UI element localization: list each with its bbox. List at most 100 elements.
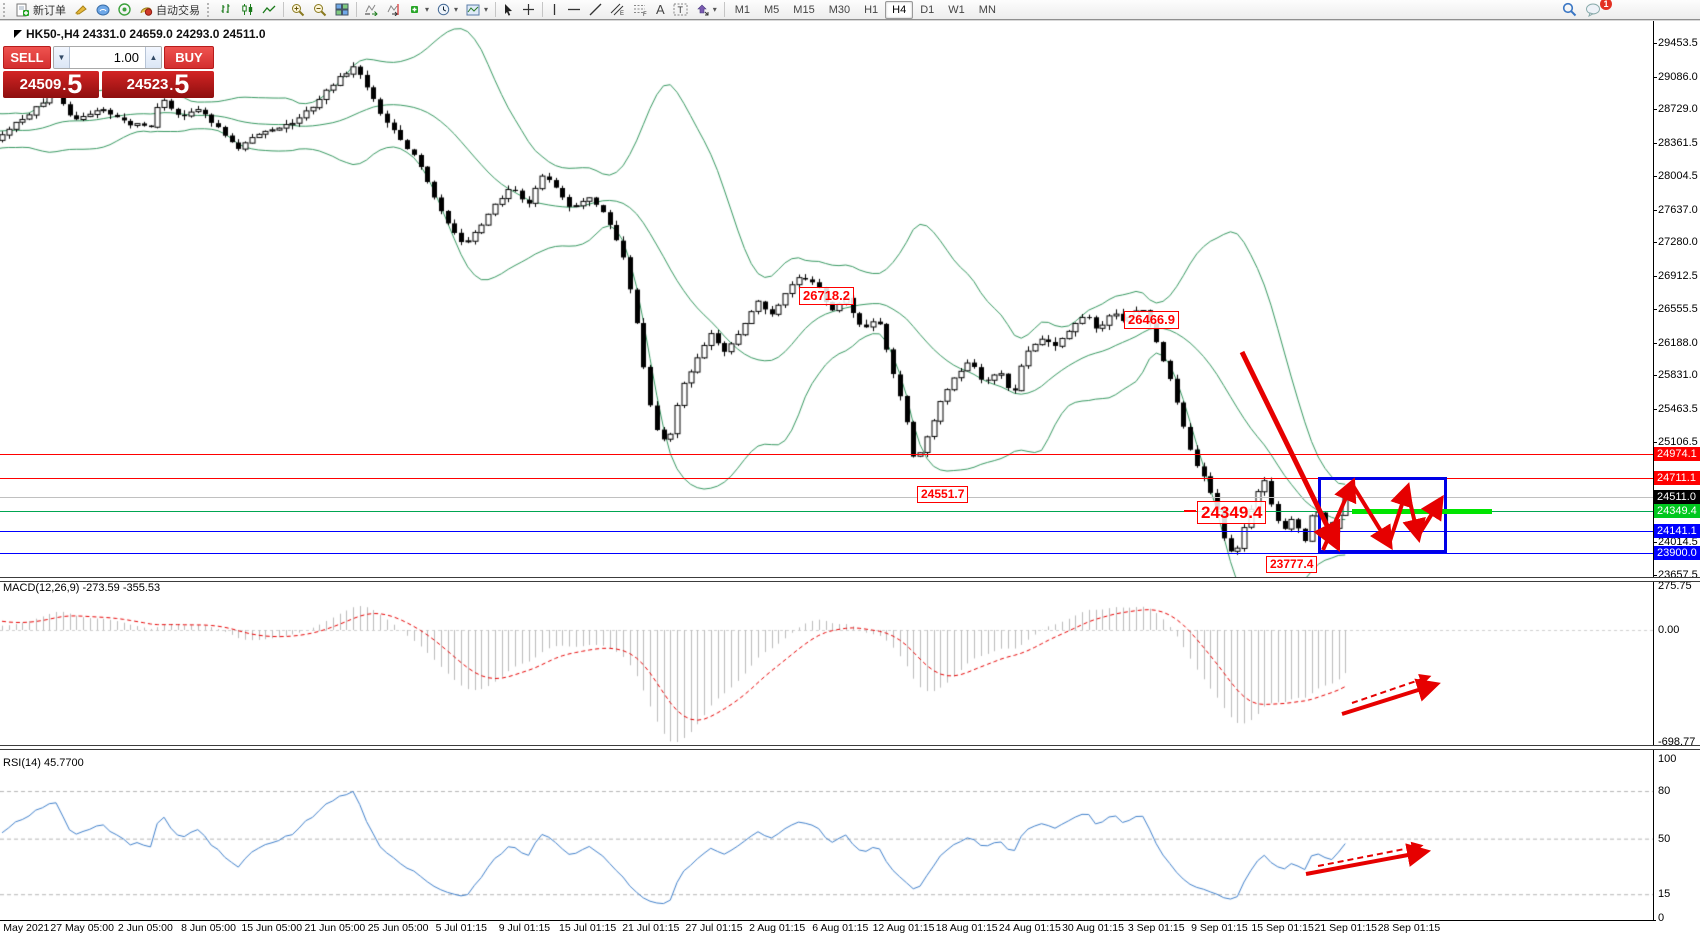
timeframe-button-M15[interactable]: M15 xyxy=(793,3,815,16)
timeframe-button-H4[interactable]: H4 xyxy=(885,0,914,19)
crosshair-icon xyxy=(523,4,535,15)
annotation-label[interactable]: 24349.4 xyxy=(1197,501,1267,525)
price-tick-label: 25831.0 xyxy=(1658,369,1698,381)
tile-windows-icon xyxy=(335,3,349,16)
volume-input[interactable]: 1.00 xyxy=(70,47,145,68)
time-axis-label: 15 Jun 05:00 xyxy=(241,922,303,934)
price-level-line[interactable] xyxy=(0,497,1653,498)
time-axis-label: 21 May 2021 xyxy=(0,922,50,934)
price-tick-label: 24014.5 xyxy=(1658,536,1698,548)
green-highlight-line[interactable] xyxy=(1352,509,1492,514)
notification-badge: 1 xyxy=(1600,0,1612,10)
zoom-out-button[interactable] xyxy=(309,2,331,18)
crosshair-tool[interactable] xyxy=(518,2,539,17)
price-tick-mark xyxy=(1653,409,1657,410)
price-tick-mark xyxy=(1653,210,1657,211)
annotation-label[interactable]: 26718.2 xyxy=(799,287,854,306)
candlestick-chart-icon xyxy=(242,4,253,15)
market-watch-icon xyxy=(96,4,110,15)
rsi-pane-separator[interactable] xyxy=(0,745,1700,750)
toolbar-separator xyxy=(542,2,544,17)
timeframe-button-M5[interactable]: M5 xyxy=(764,3,780,16)
price-level-badge: 24974.1 xyxy=(1654,447,1700,461)
price-level-line[interactable] xyxy=(0,454,1653,455)
chat-bubble-icon xyxy=(1586,3,1600,17)
price-tick-label: 29086.0 xyxy=(1658,71,1698,83)
signals-button[interactable] xyxy=(114,2,135,17)
macd-tick-label: 275.75 xyxy=(1658,579,1692,592)
price-tick-label: 28729.0 xyxy=(1658,103,1698,115)
vertical-line-tool[interactable] xyxy=(546,2,563,17)
time-axis-label: 24 Aug 01:15 xyxy=(998,922,1061,934)
templates-button[interactable]: ▾ xyxy=(462,3,492,17)
autotrading-button[interactable]: 自动交易 xyxy=(135,1,204,19)
chart-shift-button[interactable] xyxy=(382,2,404,17)
sell-price-main: 24509 xyxy=(19,76,62,93)
price-tick-mark xyxy=(1653,242,1657,243)
timeframe-button-M1[interactable]: M1 xyxy=(734,3,751,16)
equidistant-channel-tool[interactable]: E xyxy=(606,2,629,17)
timeframe-button-M30[interactable]: M30 xyxy=(828,3,851,16)
cursor-tool[interactable] xyxy=(499,2,518,17)
price-tick-mark xyxy=(1653,575,1657,576)
periods-button[interactable]: ▾ xyxy=(433,2,462,17)
horizontal-line-tool[interactable] xyxy=(563,4,585,15)
fibonacci-tool[interactable]: F xyxy=(629,2,652,17)
line-chart-button[interactable] xyxy=(258,3,280,17)
dropdown-caret: ▾ xyxy=(712,5,717,14)
sell-button[interactable]: SELL xyxy=(3,46,51,69)
price-tick-label: 26912.5 xyxy=(1658,270,1698,282)
volume-decrease-button[interactable]: ▼ xyxy=(54,47,70,68)
rsi-pane-canvas[interactable] xyxy=(0,750,1653,919)
price-level-line[interactable] xyxy=(0,531,1653,532)
new-order-button[interactable]: 新订单 xyxy=(12,1,70,19)
price-tick-mark xyxy=(1653,176,1657,177)
macd-pane-canvas[interactable] xyxy=(0,582,1653,745)
annotation-label[interactable]: 26466.9 xyxy=(1124,311,1179,330)
auto-scroll-button[interactable] xyxy=(360,2,382,17)
toolbar-separator xyxy=(723,2,725,17)
zoom-in-button[interactable] xyxy=(287,2,309,18)
volume-increase-button[interactable]: ▲ xyxy=(145,47,161,68)
annotation-label[interactable]: 24551.7 xyxy=(917,486,969,503)
blue-rectangle-drawing[interactable] xyxy=(1318,477,1447,553)
price-tick-mark xyxy=(1653,309,1657,310)
price-level-line[interactable] xyxy=(0,553,1653,554)
dropdown-caret: ▾ xyxy=(484,5,489,14)
toolbar-grip[interactable] xyxy=(207,2,212,17)
bar-chart-button[interactable] xyxy=(216,2,237,17)
arrows-tool[interactable]: ▾ xyxy=(692,2,721,17)
price-level-badge: 24349.4 xyxy=(1654,504,1700,518)
equidistant-channel-icon: E xyxy=(610,3,624,16)
price-axis-border xyxy=(1653,21,1654,920)
rsi-tick-label: 100 xyxy=(1658,753,1677,766)
add-indicator-button[interactable]: ▾ xyxy=(404,2,433,17)
price-level-line[interactable] xyxy=(0,478,1653,479)
time-axis-label: 15 Jul 01:15 xyxy=(559,922,617,934)
toolbar-grip[interactable] xyxy=(3,2,8,17)
price-level-line[interactable] xyxy=(0,511,1653,512)
notifications-button[interactable]: 1 xyxy=(1581,0,1612,18)
sell-price-display[interactable]: 24509 . 5 xyxy=(3,71,99,98)
market-watch-button[interactable] xyxy=(92,3,114,17)
time-axis-label: 28 Sep 01:15 xyxy=(1377,922,1441,934)
buy-button[interactable]: BUY xyxy=(164,46,214,69)
macd-indicator-label: MACD(12,26,9) -273.59 -355.53 xyxy=(3,582,161,594)
svg-text:E: E xyxy=(620,11,624,16)
history-center-button[interactable] xyxy=(70,3,92,17)
trendline-tool[interactable] xyxy=(585,2,606,17)
timeframe-button-D1[interactable]: D1 xyxy=(920,3,935,16)
timeframe-button-MN[interactable]: MN xyxy=(978,3,996,16)
annotation-label[interactable]: 23777.4 xyxy=(1266,556,1318,573)
tile-windows-button[interactable] xyxy=(331,2,353,17)
text-tool[interactable]: A xyxy=(652,1,669,18)
timeframe-button-W1[interactable]: W1 xyxy=(948,3,965,16)
candlestick-chart-button[interactable] xyxy=(237,2,258,17)
time-axis-label: 25 Jun 05:00 xyxy=(367,922,429,934)
timeframe-button-H1[interactable]: H1 xyxy=(864,3,879,16)
buy-price-display[interactable]: 24523 . 5 xyxy=(102,71,214,98)
price-tick-label: 27280.0 xyxy=(1658,236,1698,248)
search-button[interactable] xyxy=(1558,1,1581,18)
text-label-tool[interactable]: T xyxy=(669,2,692,17)
macd-pane-separator[interactable] xyxy=(0,577,1700,582)
